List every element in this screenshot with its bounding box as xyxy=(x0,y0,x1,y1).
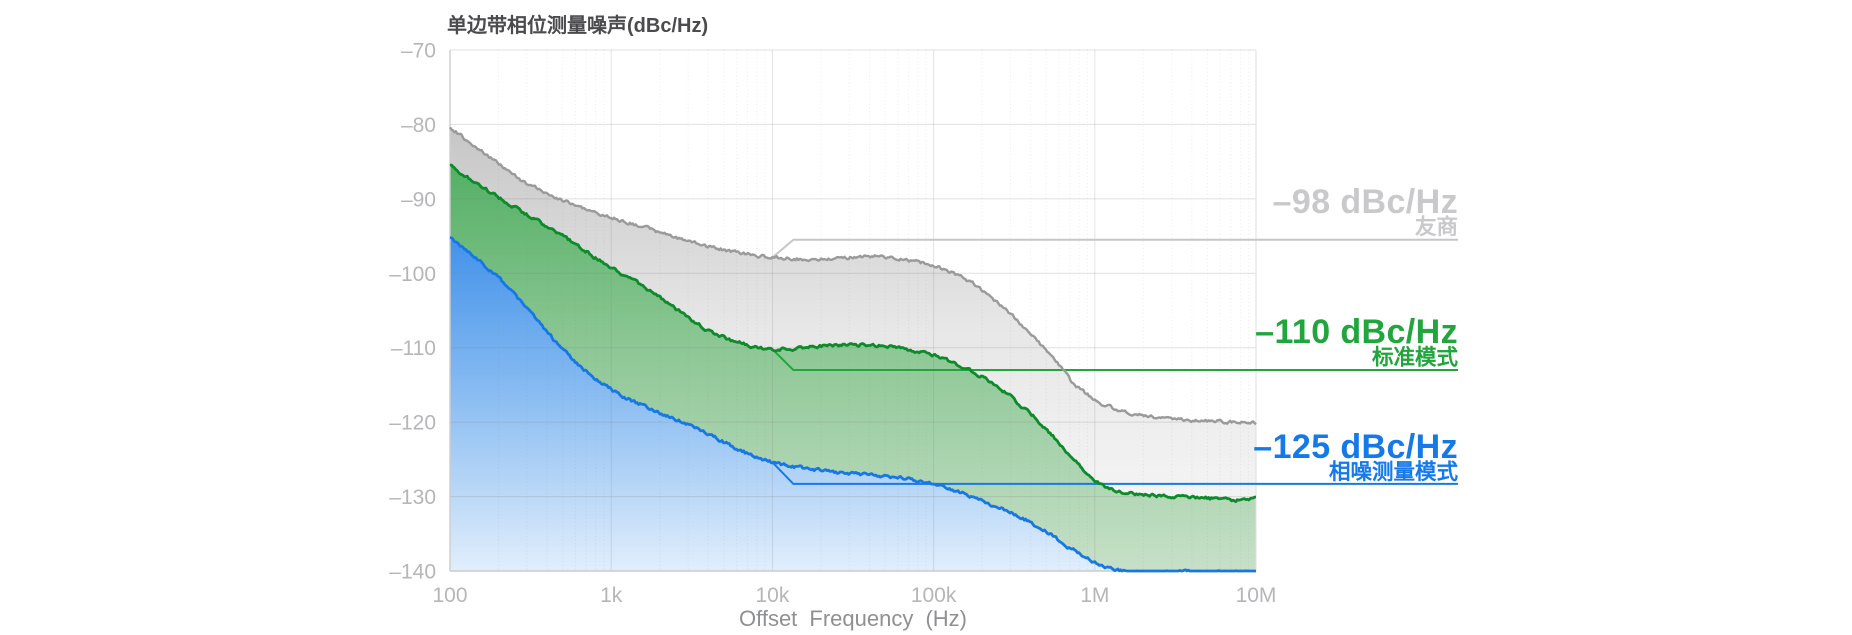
area-fill-相噪测量模式 xyxy=(450,237,1256,571)
x-tick-label: 100k xyxy=(911,584,957,607)
y-tick-label: –140 xyxy=(389,561,436,584)
callout-name-standard-mode: 标准模式 xyxy=(1372,345,1459,370)
y-tick-label: –120 xyxy=(389,412,436,435)
y-tick-label: –90 xyxy=(401,188,436,211)
gridlines xyxy=(450,49,1256,572)
y-tick-label: –70 xyxy=(401,40,436,63)
x-tick-label: 1k xyxy=(600,584,623,607)
curve-标准模式 xyxy=(449,163,1257,503)
callout-name-phase-noise-mode: 相噪测量模式 xyxy=(1329,460,1459,484)
callout-name-competitor: 友商 xyxy=(1415,214,1458,239)
chart-plot-area xyxy=(449,49,1458,573)
area-fills xyxy=(450,127,1256,572)
curve-相噪测量模式 xyxy=(449,236,1256,573)
x-tick-label: 100 xyxy=(432,584,467,607)
callout-value-standard-mode: –110 dBc/Hz xyxy=(1255,313,1458,351)
leader-line-友商 xyxy=(771,238,1458,259)
x-axis-title: Offset Frequency (Hz) xyxy=(739,606,967,631)
leader-line-相噪测量模式 xyxy=(771,461,1458,485)
y-tick-label: –80 xyxy=(401,114,436,137)
y-tick-label: –130 xyxy=(389,486,436,509)
callout-standard-mode: –110 dBc/Hz 标准模式 xyxy=(1255,313,1458,370)
callout-leader-lines xyxy=(771,238,1458,485)
x-tick-label: 1M xyxy=(1080,584,1109,607)
callout-phase-noise-mode: –125 dBc/Hz 相噪测量模式 xyxy=(1253,428,1458,484)
noise-curves xyxy=(449,126,1257,573)
y-tick-label: –110 xyxy=(391,337,436,360)
callout-competitor: –98 dBc/Hz 友商 xyxy=(1273,183,1458,239)
callout-value-phase-noise-mode: –125 dBc/Hz xyxy=(1253,428,1458,466)
x-tick-label: 10M xyxy=(1236,584,1277,607)
y-tick-label: –100 xyxy=(389,263,436,286)
chart-title: 单边带相位测量噪声(dBc/Hz) xyxy=(447,13,708,37)
callout-value-competitor: –98 dBc/Hz xyxy=(1273,183,1458,221)
leader-line-标准模式 xyxy=(771,348,1458,372)
x-tick-label: 10k xyxy=(755,584,789,607)
curve-友商 xyxy=(449,126,1257,426)
